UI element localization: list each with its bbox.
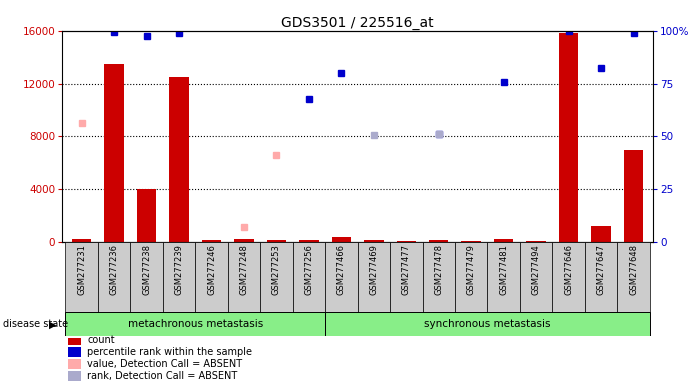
Bar <box>66 311 325 336</box>
Text: GSM277248: GSM277248 <box>240 244 249 295</box>
Text: GSM277253: GSM277253 <box>272 244 281 295</box>
Bar <box>261 242 293 313</box>
Text: percentile rank within the sample: percentile rank within the sample <box>87 347 252 357</box>
Text: GSM277481: GSM277481 <box>499 244 508 295</box>
Bar <box>617 242 650 313</box>
Bar <box>429 240 448 242</box>
Text: GSM277479: GSM277479 <box>466 244 475 295</box>
Bar <box>422 242 455 313</box>
Bar <box>228 242 261 313</box>
Bar <box>487 242 520 313</box>
Bar <box>68 335 81 345</box>
Bar <box>358 242 390 313</box>
Text: metachronous metastasis: metachronous metastasis <box>128 318 263 329</box>
Bar <box>455 242 487 313</box>
Text: rank, Detection Call = ABSENT: rank, Detection Call = ABSENT <box>87 371 237 381</box>
Bar <box>527 241 546 242</box>
Bar <box>325 242 358 313</box>
Title: GDS3501 / 225516_at: GDS3501 / 225516_at <box>281 16 434 30</box>
Bar <box>364 240 384 242</box>
Bar <box>397 241 416 242</box>
Text: GSM277494: GSM277494 <box>531 244 540 295</box>
Bar <box>68 359 81 369</box>
Text: GSM277478: GSM277478 <box>434 244 443 295</box>
Text: ▶: ▶ <box>49 319 57 329</box>
Bar <box>520 242 552 313</box>
Bar <box>131 242 163 313</box>
Text: count: count <box>87 335 115 345</box>
Text: GSM277477: GSM277477 <box>401 244 410 295</box>
Bar <box>137 189 156 242</box>
Bar <box>585 242 617 313</box>
Bar <box>462 241 481 242</box>
Bar <box>66 242 98 313</box>
Text: GSM277239: GSM277239 <box>175 244 184 295</box>
Bar <box>72 239 91 242</box>
Bar <box>169 77 189 242</box>
Bar <box>325 311 650 336</box>
Bar <box>98 242 131 313</box>
Text: GSM277466: GSM277466 <box>337 244 346 295</box>
Bar <box>624 149 643 242</box>
Bar <box>293 242 325 313</box>
Bar <box>202 240 221 242</box>
Bar <box>299 240 319 242</box>
Bar <box>332 237 351 242</box>
Text: GSM277646: GSM277646 <box>564 244 573 295</box>
Text: GSM277469: GSM277469 <box>369 244 379 295</box>
Text: disease state: disease state <box>3 319 68 329</box>
Bar <box>552 242 585 313</box>
Text: GSM277256: GSM277256 <box>305 244 314 295</box>
Bar <box>494 239 513 242</box>
Text: GSM277238: GSM277238 <box>142 244 151 295</box>
Bar <box>196 242 228 313</box>
Text: GSM277246: GSM277246 <box>207 244 216 295</box>
Bar <box>559 33 578 242</box>
Bar <box>390 242 422 313</box>
Text: synchronous metastasis: synchronous metastasis <box>424 318 551 329</box>
Text: GSM277231: GSM277231 <box>77 244 86 295</box>
Bar <box>68 347 81 357</box>
Bar <box>68 371 81 381</box>
Bar <box>104 64 124 242</box>
Text: GSM277236: GSM277236 <box>110 244 119 295</box>
Bar <box>591 226 611 242</box>
Bar <box>267 240 286 242</box>
Bar <box>234 239 254 242</box>
Text: GSM277648: GSM277648 <box>629 244 638 295</box>
Text: value, Detection Call = ABSENT: value, Detection Call = ABSENT <box>87 359 242 369</box>
Text: GSM277647: GSM277647 <box>596 244 605 295</box>
Bar <box>163 242 196 313</box>
